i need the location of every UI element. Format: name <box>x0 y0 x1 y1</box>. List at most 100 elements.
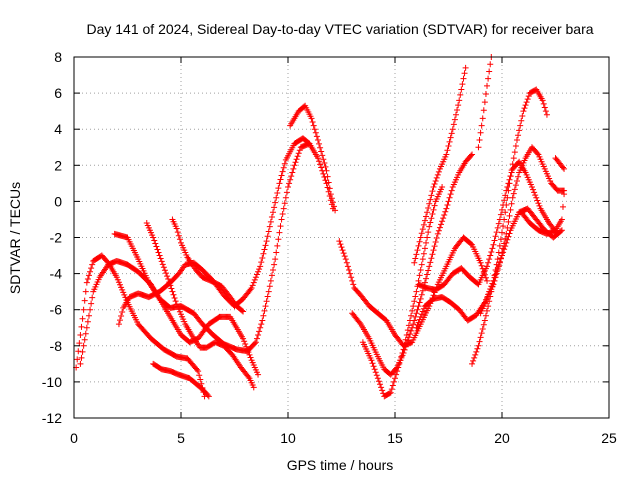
data-point <box>479 115 486 122</box>
data-point <box>252 274 259 281</box>
data-point <box>504 224 511 231</box>
data-point <box>476 338 483 345</box>
data-point <box>524 96 531 103</box>
data-point <box>274 189 281 196</box>
x-tick-label: 0 <box>70 430 78 446</box>
data-point <box>507 206 514 213</box>
data-point <box>114 276 121 283</box>
data-point <box>153 243 160 250</box>
data-point <box>414 247 421 254</box>
data-point <box>402 336 409 343</box>
data-point <box>559 164 566 171</box>
data-point <box>429 188 436 195</box>
data-point <box>477 129 484 136</box>
data-point <box>484 277 491 284</box>
data-point <box>518 117 525 124</box>
data-point <box>485 75 492 82</box>
data-point <box>265 228 272 235</box>
data-point <box>486 68 493 75</box>
data-point <box>322 163 329 170</box>
data-point <box>389 382 396 389</box>
data-point <box>314 137 321 144</box>
data-point <box>79 315 86 322</box>
data-point <box>427 219 434 226</box>
data-point <box>157 255 164 262</box>
data-point <box>270 266 277 273</box>
data-point <box>75 348 82 355</box>
data-point <box>423 239 430 246</box>
data-point <box>474 345 481 352</box>
data-point <box>417 313 424 320</box>
data-point <box>349 277 356 284</box>
data-point <box>277 223 284 230</box>
data-point <box>268 214 275 221</box>
data-point <box>513 177 520 184</box>
data-point <box>416 299 423 306</box>
data-point <box>429 251 436 258</box>
data-point <box>410 303 417 310</box>
data-point <box>413 288 420 295</box>
data-point <box>496 242 503 249</box>
data-point <box>510 155 517 162</box>
data-point <box>306 140 313 147</box>
data-point <box>512 182 519 189</box>
data-point <box>265 288 272 295</box>
data-point <box>444 202 451 209</box>
data-point <box>118 284 125 291</box>
data-point <box>253 335 260 342</box>
data-point <box>375 378 382 385</box>
data-point <box>534 197 541 204</box>
data-point <box>410 321 417 328</box>
data-point <box>246 351 253 358</box>
data-point <box>80 342 87 349</box>
data-point <box>499 206 505 213</box>
data-point <box>328 195 335 202</box>
data-point <box>294 153 301 160</box>
series-track-18 <box>552 155 568 172</box>
data-point <box>480 321 487 328</box>
data-point <box>424 209 431 216</box>
data-point <box>502 235 509 242</box>
data-point <box>338 244 345 251</box>
data-point <box>260 312 267 319</box>
data-point <box>320 170 327 177</box>
data-point <box>77 331 84 338</box>
data-point <box>481 317 488 324</box>
data-point <box>399 350 406 357</box>
data-point <box>356 319 363 326</box>
data-point <box>448 130 455 137</box>
data-point <box>492 274 499 281</box>
data-point <box>430 247 437 254</box>
data-point <box>280 205 287 212</box>
data-point <box>478 330 485 337</box>
data-point <box>503 230 510 237</box>
data-point <box>509 194 516 201</box>
data-point <box>510 190 517 197</box>
data-point <box>393 371 400 378</box>
data-point <box>520 108 527 115</box>
data-point <box>418 311 425 318</box>
data-point <box>471 354 478 361</box>
data-point <box>250 279 257 286</box>
data-point <box>286 180 293 187</box>
data-point <box>170 291 177 298</box>
series-track-17 <box>475 54 495 151</box>
data-point <box>487 61 494 68</box>
data-point <box>293 156 300 163</box>
data-point <box>165 276 172 283</box>
data-point <box>163 270 170 277</box>
data-point <box>408 312 415 319</box>
data-point <box>83 324 90 331</box>
data-point <box>431 180 438 187</box>
data-point <box>448 187 455 194</box>
data-point <box>264 233 271 240</box>
data-point <box>444 147 451 154</box>
data-point <box>154 246 161 253</box>
data-point <box>512 143 519 150</box>
data-point <box>326 185 333 192</box>
data-point <box>460 75 467 82</box>
data-point <box>255 371 262 378</box>
data-point <box>169 288 176 295</box>
data-point <box>501 216 508 223</box>
data-point <box>249 282 256 289</box>
